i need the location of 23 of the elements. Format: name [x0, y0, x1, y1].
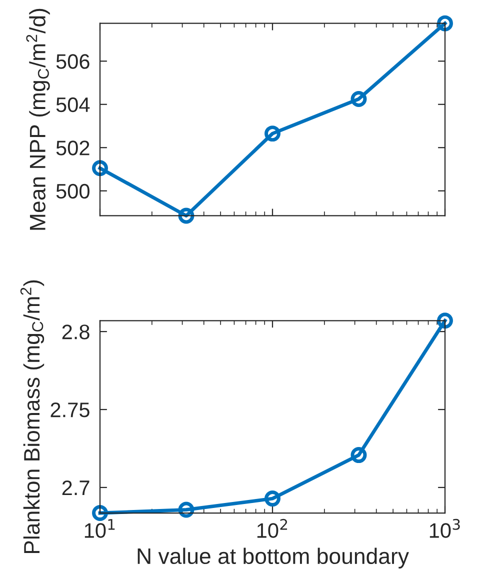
point: [437, 312, 453, 329]
point: [178, 502, 194, 518]
x-tick-label: 10$^{3}$: [430, 518, 460, 538]
y-axis-title: Plankton Biomass (mg$_{C}$/m$^{2}$): [20, 280, 44, 554]
y-axis-title: Mean NPP (mg$_{C}$/m$^{2}$/d): [26, 8, 50, 230]
y-tick-label: 2.75: [50, 402, 90, 418]
point: [92, 505, 108, 522]
point: [437, 15, 453, 32]
point: [350, 447, 367, 464]
x-tick-label: 10$^{2}$: [257, 518, 288, 538]
point: [92, 160, 108, 176]
y-tick-label: 506: [56, 54, 90, 69]
x-axis-title: N value at bottom boundary: [138, 548, 409, 568]
y-tick-label: 504: [56, 97, 90, 112]
y-tick-label: 2.7: [62, 480, 90, 496]
point: [350, 90, 367, 107]
x-tick-label: 10$^{1}$: [84, 519, 115, 538]
point: [178, 208, 194, 224]
point: [264, 490, 280, 507]
y-tick-label: 2.8: [62, 324, 90, 340]
y-tick-label: 500: [56, 184, 90, 199]
point: [264, 126, 280, 142]
y-tick-label: 502: [56, 140, 90, 156]
